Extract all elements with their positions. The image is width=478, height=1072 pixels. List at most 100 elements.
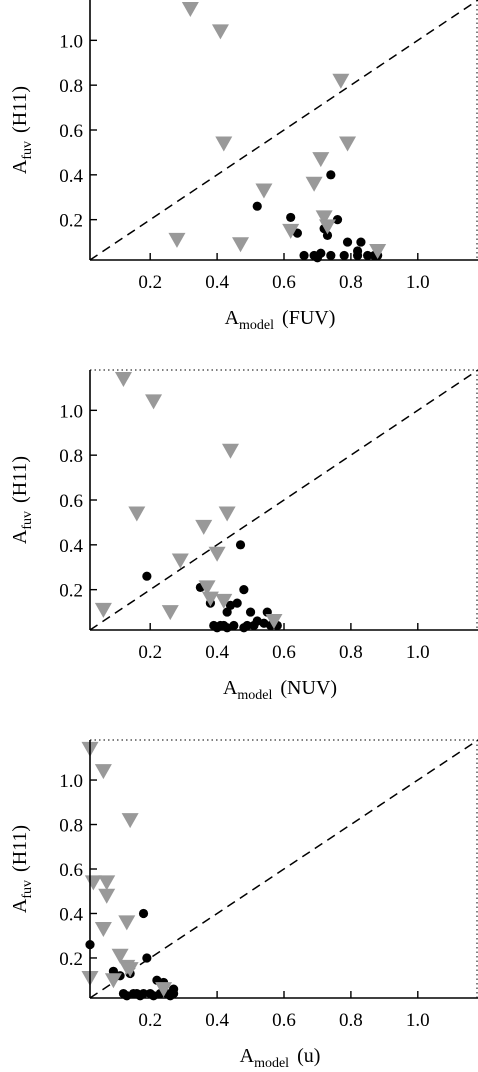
x-tick-label: 1.0 xyxy=(406,1010,430,1031)
data-point-triangle xyxy=(332,73,350,89)
y-axis-label: Afuv(H11) xyxy=(9,825,35,913)
y-axis-label: Afuv(H11) xyxy=(9,86,35,174)
data-point-triangle xyxy=(255,183,273,199)
x-tick-label: 0.4 xyxy=(205,272,229,293)
data-point-triangle xyxy=(161,605,179,621)
x-tick-label: 0.8 xyxy=(339,1010,363,1031)
y-axis-label: Afuv(H11) xyxy=(9,456,35,544)
y-tick-label: 0.6 xyxy=(59,860,83,881)
y-tick-label: 1.0 xyxy=(59,771,83,792)
data-point-circle xyxy=(232,598,242,608)
data-point-triangle xyxy=(198,580,216,596)
data-point-circle xyxy=(142,571,152,581)
data-point-circle xyxy=(245,607,256,617)
x-tick-label: 0.2 xyxy=(138,272,162,293)
one-to-one-line xyxy=(89,739,478,999)
data-point-triangle xyxy=(114,371,132,387)
data-point-circle xyxy=(339,250,349,261)
data-point-circle xyxy=(326,170,336,180)
data-point-triangle xyxy=(155,982,173,998)
data-point-triangle xyxy=(318,219,336,235)
x-axis-label: Amodel (NUV) xyxy=(223,677,337,703)
data-point-triangle xyxy=(118,915,136,931)
data-point-circle xyxy=(242,620,252,631)
x-tick-label: 0.8 xyxy=(339,272,363,293)
panel-3: 0.2 0.4 0.6 0.8 1.0 0.2 0.4 0.6 0.8 1.0 Amodel (u) A… xyxy=(9,739,478,1071)
y-tick-label: 0.4 xyxy=(59,536,83,557)
panel-2: 0.2 0.4 0.6 0.8 1.0 0.2 0.4 0.6 0.8 1.0 Amodel (NUV… xyxy=(9,369,478,703)
y-tick-label: 0.2 xyxy=(59,211,83,232)
data-point-circle xyxy=(356,237,366,247)
data-point-triangle xyxy=(94,922,112,938)
y-tick-label: 1.0 xyxy=(59,401,83,422)
data-point-circle xyxy=(252,201,262,211)
x-tick-label: 1.0 xyxy=(406,272,430,293)
data-point-circle xyxy=(286,212,296,223)
data-point-triangle xyxy=(181,1,199,17)
x-axis-label: Amodel (u) xyxy=(240,1045,321,1071)
x-tick-label: 0.2 xyxy=(138,1010,162,1031)
data-point-circle xyxy=(239,585,249,595)
data-point-circle xyxy=(316,248,326,258)
data-point-triangle xyxy=(121,813,139,829)
data-point-triangle xyxy=(195,519,213,535)
data-point-triangle xyxy=(369,244,387,260)
data-point-triangle xyxy=(98,888,116,904)
y-tick-label: 1.0 xyxy=(59,31,83,52)
data-point-triangle xyxy=(94,602,112,618)
data-point-circle xyxy=(169,988,179,999)
data-point-circle xyxy=(342,237,353,247)
data-point-circle xyxy=(322,230,333,240)
x-tick-label: 0.8 xyxy=(339,642,363,663)
data-point-triangle xyxy=(339,136,357,152)
y-tick-label: 0.8 xyxy=(59,446,83,467)
y-tick-label: 0.4 xyxy=(59,166,83,187)
data-point-circle xyxy=(138,908,149,919)
data-point-triangle xyxy=(305,176,323,192)
data-point-circle xyxy=(332,215,343,225)
panel-1: 0.2 0.4 0.6 0.8 1.0 0.2 0.4 0.6 0.8 1.0 Amodel (FUV… xyxy=(9,0,478,333)
y-tick-label: 0.4 xyxy=(59,904,83,925)
data-point-triangle xyxy=(315,210,333,226)
data-point-triangle xyxy=(312,152,330,168)
one-to-one-line xyxy=(89,369,478,631)
data-point-triangle xyxy=(215,593,233,609)
x-tick-label: 0.6 xyxy=(272,1010,296,1031)
data-point-triangle xyxy=(171,553,189,569)
data-point-triangle xyxy=(211,24,229,40)
data-point-triangle xyxy=(218,506,236,522)
data-point-circle xyxy=(326,250,336,261)
x-tick-label: 1.0 xyxy=(406,642,430,663)
data-point-triangle xyxy=(215,136,233,152)
y-tick-label: 0.8 xyxy=(59,76,83,97)
data-point-triangle xyxy=(104,973,122,989)
y-tick-label: 0.6 xyxy=(59,491,83,512)
data-point-circle xyxy=(138,988,149,999)
data-point-circle xyxy=(299,250,309,261)
y-tick-label: 0.6 xyxy=(59,121,83,142)
data-point-circle xyxy=(363,250,373,261)
y-tick-label: 0.2 xyxy=(59,581,83,602)
data-point-triangle xyxy=(121,962,139,978)
y-tick-label: 0.2 xyxy=(59,949,83,970)
x-tick-label: 0.6 xyxy=(272,272,296,293)
data-point-triangle xyxy=(94,764,112,780)
data-point-triangle xyxy=(84,875,102,891)
data-point-circle xyxy=(235,540,246,550)
data-point-triangle xyxy=(221,443,239,459)
data-point-triangle xyxy=(265,614,283,630)
x-tick-label: 0.4 xyxy=(205,1010,229,1031)
data-point-triangle xyxy=(282,223,300,239)
one-to-one-line xyxy=(89,0,478,261)
x-tick-label: 0.4 xyxy=(205,642,229,663)
y-tick-label: 0.8 xyxy=(59,816,83,837)
data-point-circle xyxy=(229,620,239,631)
data-point-triangle xyxy=(128,506,146,522)
data-point-triangle xyxy=(168,232,186,248)
data-point-triangle xyxy=(111,948,129,964)
data-point-triangle xyxy=(98,875,116,891)
x-axis-label: Amodel (FUV) xyxy=(225,307,336,333)
data-point-triangle xyxy=(201,591,219,607)
data-point-circle xyxy=(352,250,363,261)
